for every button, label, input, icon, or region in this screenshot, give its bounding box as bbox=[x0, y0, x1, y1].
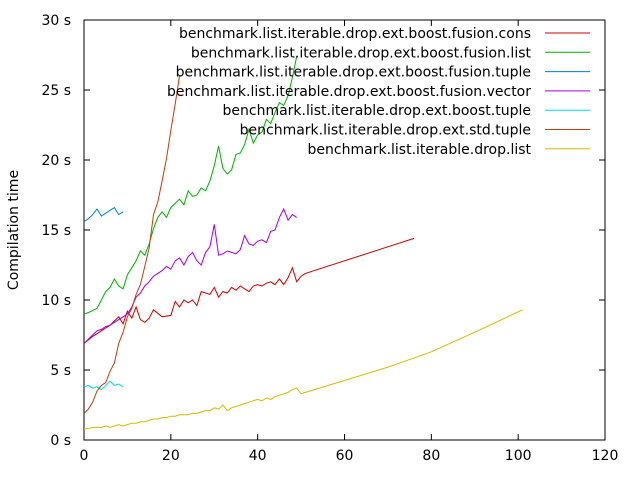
x-tick-label: 20 bbox=[162, 448, 180, 464]
legend-label: benchmark.list.iterable.drop.ext.boost.f… bbox=[191, 45, 532, 61]
x-tick-label: 60 bbox=[336, 448, 354, 464]
x-tick-label: 120 bbox=[592, 448, 619, 464]
x-tick-label: 0 bbox=[80, 448, 89, 464]
series-line bbox=[83, 207, 297, 344]
series-line bbox=[83, 380, 124, 391]
series-line bbox=[83, 206, 124, 223]
legend-label: benchmark.list.iterable.drop.ext.boost.f… bbox=[176, 65, 531, 81]
x-tick-label: 40 bbox=[249, 448, 267, 464]
legend: benchmark.list.iterable.drop.ext.boost.f… bbox=[167, 26, 590, 158]
legend-label: benchmark.list.iterable.drop.list bbox=[308, 142, 532, 158]
y-tick-labels: 0 s 5 s 10 s 15 s 20 s 25 s 30 s bbox=[41, 13, 71, 449]
y-tick-label: 25 s bbox=[41, 83, 71, 99]
x-tick-label: 80 bbox=[422, 448, 440, 464]
legend-label: benchmark.list.iterable.drop.ext.std.tup… bbox=[240, 123, 531, 139]
series-line bbox=[83, 75, 180, 414]
axis-ticks bbox=[83, 19, 606, 441]
x-tick-labels: 0 20 40 60 80 100 120 bbox=[80, 448, 619, 464]
y-axis-label: Compilation time bbox=[6, 170, 22, 290]
y-tick-label: 0 s bbox=[50, 433, 71, 449]
legend-label: benchmark.list.iterable.drop.ext.boost.f… bbox=[179, 26, 531, 42]
series-lines bbox=[83, 56, 523, 430]
legend-label: benchmark.list.iterable.drop.ext.boost.f… bbox=[167, 84, 531, 100]
series-line bbox=[84, 309, 523, 430]
y-tick-label: 10 s bbox=[41, 293, 71, 309]
y-tick-label: 15 s bbox=[41, 223, 71, 239]
series-line bbox=[83, 237, 415, 344]
y-tick-label: 20 s bbox=[41, 153, 71, 169]
y-tick-label: 5 s bbox=[50, 363, 71, 379]
legend-label: benchmark.list.iterable.drop.ext.boost.t… bbox=[223, 103, 532, 119]
x-tick-label: 100 bbox=[505, 448, 532, 464]
y-tick-label: 30 s bbox=[41, 13, 71, 29]
series-line bbox=[83, 56, 298, 315]
